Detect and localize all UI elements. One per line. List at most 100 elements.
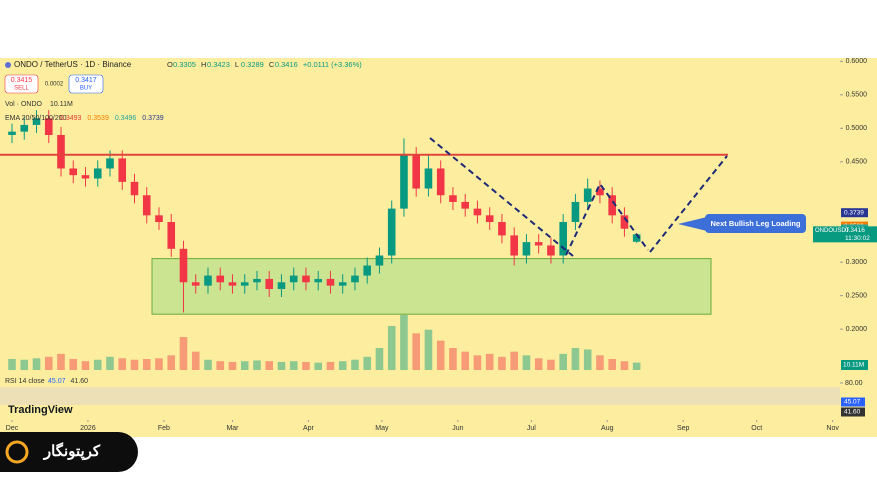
- candle-body: [547, 245, 555, 256]
- candle-body: [69, 168, 78, 176]
- callout-text: Next Bullish Leg Loading: [710, 219, 800, 228]
- x-tick-label: Jun: [452, 425, 463, 432]
- volume-bar: [204, 359, 212, 370]
- ohlc-value: 0.3305: [173, 60, 196, 69]
- volume-bar: [583, 349, 592, 370]
- brand-name: کرپتونگار: [43, 442, 101, 461]
- volume-bar: [559, 353, 567, 370]
- volume-bar: [596, 355, 604, 370]
- candle-body: [522, 242, 531, 256]
- candle-body: [620, 215, 629, 229]
- volume-bar: [363, 356, 372, 370]
- volume-bar: [620, 361, 629, 370]
- candle-body: [436, 168, 445, 196]
- volume-bar: [57, 353, 65, 370]
- volume-value: 10.11M: [50, 101, 73, 108]
- y-tick-label: 0.4500: [846, 159, 868, 166]
- volume-bar: [167, 355, 176, 370]
- volume-bar: [436, 340, 445, 370]
- sell-box[interactable]: [4, 74, 39, 94]
- candle-body: [130, 181, 139, 196]
- candle-body: [191, 282, 200, 286]
- candle-body: [351, 275, 359, 283]
- volume-bar: [32, 358, 41, 370]
- volume-bar: [608, 359, 616, 370]
- ema-price-tag: [841, 208, 868, 218]
- candle-body: [632, 234, 641, 242]
- ema-price-label: 0.3739: [844, 209, 864, 216]
- y-tick-label: 0.6000: [846, 58, 868, 65]
- candle-body: [498, 222, 506, 236]
- buy-box[interactable]: [68, 74, 104, 94]
- candle-body: [608, 195, 616, 216]
- candle-body: [20, 124, 29, 132]
- y-tick-label: 0.5000: [846, 125, 868, 132]
- volume-bar: [93, 359, 102, 370]
- candle-body: [534, 242, 543, 246]
- ema-value: 0.3539: [87, 115, 109, 122]
- y-tick-label: 0.3000: [846, 259, 868, 266]
- candle-body: [412, 155, 420, 189]
- ohlc-key: C: [269, 60, 275, 69]
- candle-body: [400, 155, 408, 209]
- volume-bar: [265, 361, 274, 370]
- candle-body: [240, 282, 249, 286]
- ohlc-key: H: [201, 60, 206, 69]
- volume-bar: [547, 359, 555, 370]
- volume-bar: [20, 359, 29, 370]
- last-price-label: 0.3416: [845, 227, 865, 234]
- buy-price: 0.3417: [75, 77, 97, 84]
- volume-bar: [130, 359, 139, 370]
- rsi-band: [0, 387, 840, 405]
- candle-body: [81, 175, 90, 179]
- candle-body: [375, 255, 384, 266]
- candle-body: [57, 134, 65, 169]
- volume-bar: [412, 333, 420, 370]
- volume-bar: [253, 360, 261, 370]
- volume-bar: [534, 358, 543, 370]
- candle-body: [571, 201, 580, 223]
- last-price-time: 11:30:02: [845, 235, 870, 242]
- symbol-icon: [5, 62, 11, 68]
- candle-body: [155, 215, 163, 223]
- volume-tag-label: 10.11M: [843, 362, 864, 369]
- x-tick-label: Apr: [303, 425, 315, 432]
- candle-body: [387, 208, 396, 256]
- change: +0.0111 (+3.36%): [303, 60, 362, 69]
- last-price-tag: [813, 226, 877, 243]
- candle-body: [289, 275, 298, 283]
- chart-background: [0, 58, 877, 437]
- ohlc-key: O: [167, 60, 173, 69]
- candle-body: [583, 188, 592, 202]
- projection-line: [649, 155, 728, 253]
- candle-body: [204, 275, 212, 286]
- candle-body: [338, 282, 347, 286]
- volume-bar: [155, 358, 163, 370]
- ohlc-value: 0.3416: [275, 60, 298, 69]
- volume-bar: [228, 361, 237, 370]
- volume-bar: [289, 361, 298, 370]
- volume-bar: [179, 337, 188, 370]
- candle-body: [118, 158, 127, 182]
- ema-label: EMA 20/50/100/200: [5, 115, 67, 122]
- x-tick-label: May: [375, 425, 389, 432]
- callout-arrow: [678, 217, 707, 231]
- y-tick-label: 0.2000: [846, 326, 868, 333]
- candle-body: [559, 222, 567, 256]
- candle-body: [473, 208, 482, 216]
- volume-bar: [142, 359, 151, 370]
- rsi-label: RSI 14 close: [5, 378, 45, 385]
- rsi-tag-label: 45.07: [844, 399, 861, 406]
- trend-line: [429, 137, 574, 257]
- volume-bar: [302, 361, 310, 370]
- series-name: ONDOUSDT: [815, 228, 850, 234]
- volume-bar: [400, 315, 408, 370]
- x-tick-label: Aug: [601, 425, 614, 432]
- x-tick-label: Jul: [527, 425, 536, 432]
- x-tick-label: Oct: [751, 425, 762, 432]
- candle-body: [167, 222, 176, 249]
- volume-bar: [81, 361, 90, 370]
- rsi-value: 45.07: [48, 378, 66, 385]
- candle-body: [485, 215, 494, 223]
